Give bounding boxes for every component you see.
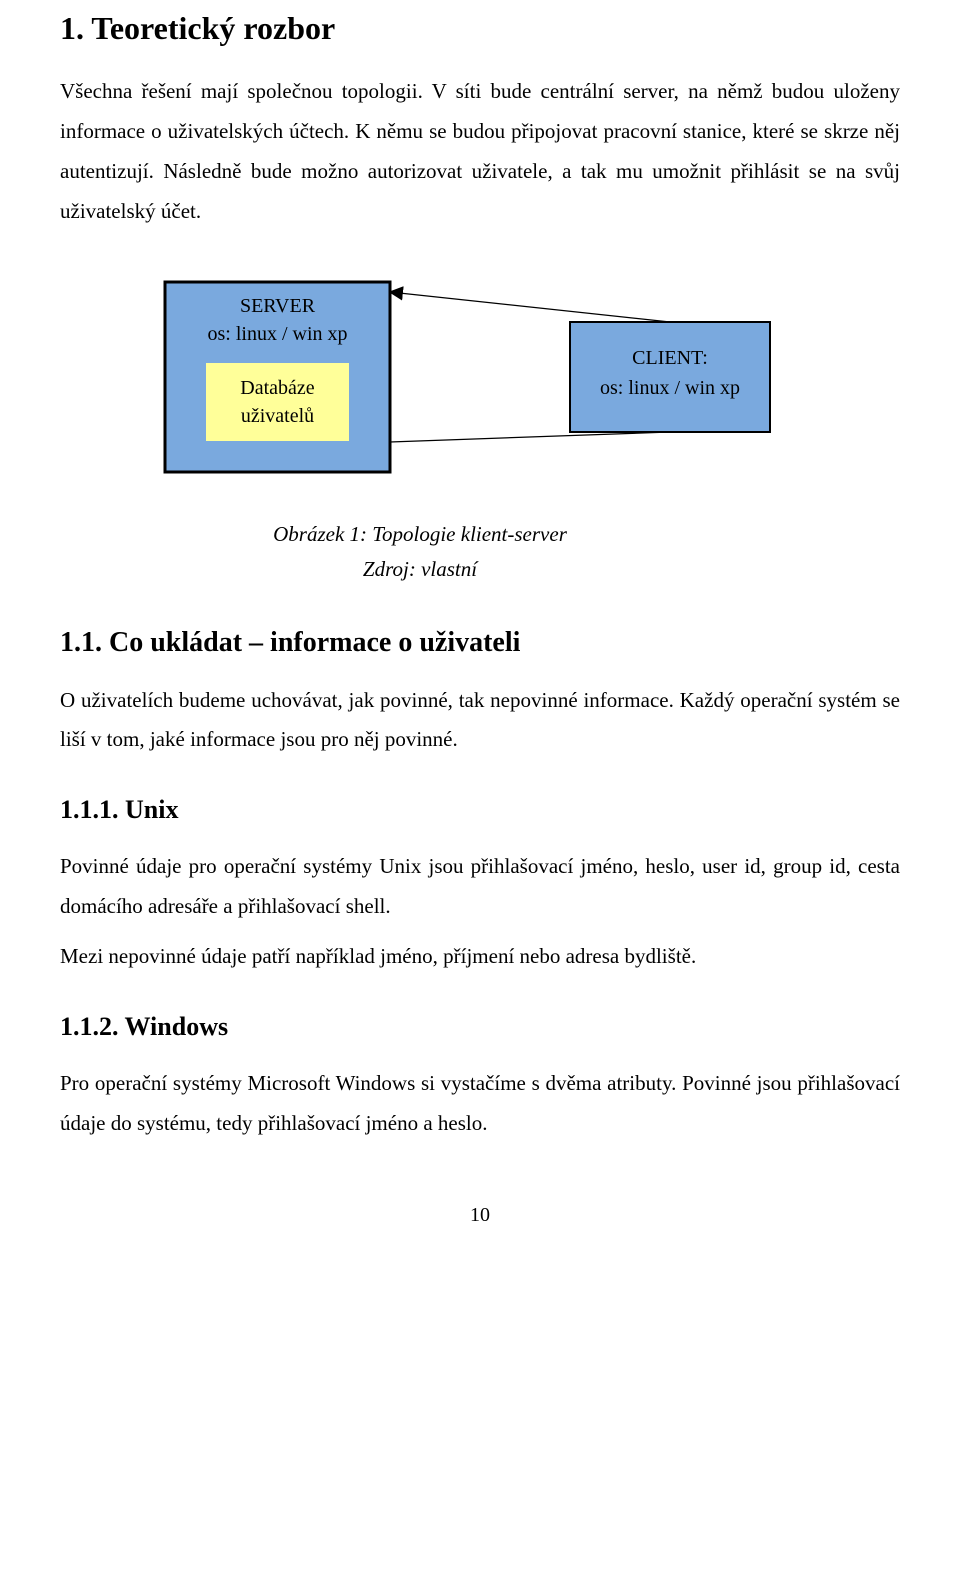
unix-paragraph-1: Povinné údaje pro operační systémy Unix … xyxy=(60,847,900,927)
svg-text:os: linux / win xp: os: linux / win xp xyxy=(207,323,347,345)
windows-paragraph-1: Pro operační systémy Microsoft Windows s… xyxy=(60,1064,900,1144)
page-number: 10 xyxy=(60,1204,900,1227)
svg-text:CLIENT:: CLIENT: xyxy=(632,347,708,369)
heading-1: 1. Teoretický rozbor xyxy=(60,10,900,47)
figure-1: SERVER os: linux / win xp Databáze uživatel… xyxy=(100,272,900,582)
intro-paragraph: Všechna řešení mají společnou topologii.… xyxy=(60,72,900,232)
svg-text:uživatelů: uživatelů xyxy=(241,405,314,427)
heading-1-1-2: 1.1.2. Windows xyxy=(60,1012,900,1042)
svg-text:Databáze: Databáze xyxy=(240,377,315,399)
heading-1-1: 1.1. Co ukládat – informace o uživateli xyxy=(60,627,900,659)
svg-text:SERVER: SERVER xyxy=(240,295,316,317)
heading-1-1-1: 1.1.1. Unix xyxy=(60,795,900,825)
figure-source: Zdroj: vlastní xyxy=(100,557,740,582)
topology-diagram: SERVER os: linux / win xp Databáze uživatel… xyxy=(100,272,800,487)
figure-caption: Obrázek 1: Topologie klient-server xyxy=(100,522,740,547)
unix-paragraph-2: Mezi nepovinné údaje patří například jmé… xyxy=(60,937,900,977)
section-1-1-paragraph: O uživatelích budeme uchovávat, jak povi… xyxy=(60,681,900,761)
svg-text:os: linux / win xp: os: linux / win xp xyxy=(600,377,740,399)
